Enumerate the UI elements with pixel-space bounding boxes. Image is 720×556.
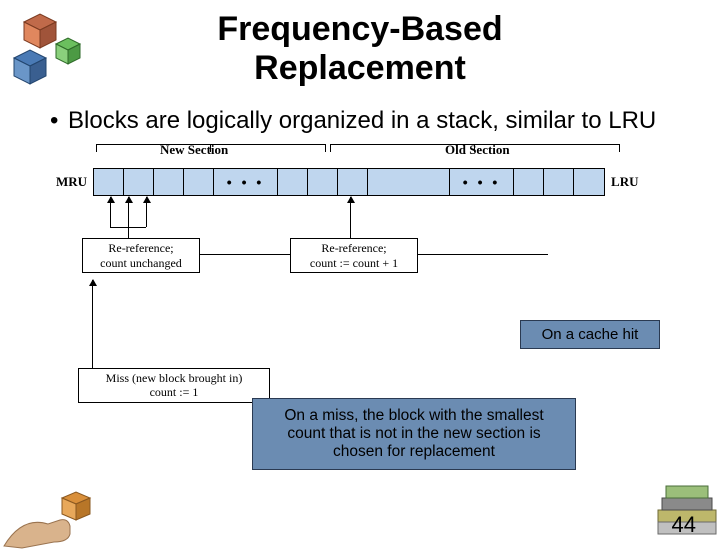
- stack-cell: [368, 169, 450, 195]
- re-ref-unchanged-l1: Re-reference;: [108, 241, 173, 255]
- re-ref-inc-box: Re-reference; count := count + 1: [290, 238, 418, 273]
- stack-cell: [574, 169, 604, 195]
- stack-diagram: New Section Old Section MRU • • • • • • …: [20, 144, 700, 279]
- miss-box: Miss (new block brought in) count := 1: [78, 368, 270, 403]
- stack-cell: [94, 169, 124, 195]
- callout-cache-hit-text: On a cache hit: [542, 326, 639, 343]
- page-title: Frequency-Based Replacement: [0, 10, 720, 88]
- re-ref-unchanged-box: Re-reference; count unchanged: [82, 238, 200, 273]
- stack-cell: [308, 169, 338, 195]
- corner-art-top-left: [0, 4, 92, 94]
- re-ref-unchanged-l2: count unchanged: [100, 256, 182, 270]
- bullet-dot: •: [50, 106, 68, 136]
- arrow-icon: [92, 280, 93, 368]
- arrow-icon: [350, 197, 351, 239]
- stack-cell: [278, 169, 308, 195]
- connector-line: [418, 254, 548, 255]
- stack-ellipsis: • • •: [450, 169, 514, 195]
- title-line-2: Replacement: [254, 49, 466, 87]
- cache-stack: • • • • • •: [93, 168, 605, 196]
- arrow-icon: [128, 197, 129, 227]
- corner-art-bottom-right: [640, 466, 720, 556]
- arrow-icon: [110, 197, 111, 227]
- corner-art-bottom-left: [0, 476, 108, 556]
- stack-cell: [154, 169, 184, 195]
- connector-line: [200, 254, 290, 255]
- cubes-icon: [0, 4, 92, 94]
- mru-label: MRU: [50, 174, 93, 190]
- stack-cell: [124, 169, 154, 195]
- stack-cell: [514, 169, 544, 195]
- lru-label: LRU: [605, 174, 644, 190]
- re-ref-inc-l1: Re-reference;: [321, 241, 386, 255]
- miss-l2: count := 1: [150, 385, 199, 399]
- stack-cell: [338, 169, 368, 195]
- new-section-label: New Section: [160, 142, 228, 158]
- callout-cache-hit: On a cache hit: [520, 320, 660, 349]
- hand-cube-icon: [0, 476, 108, 556]
- old-section-label: Old Section: [445, 142, 510, 158]
- bullet-text: Blocks are logically organized in a stac…: [68, 107, 656, 134]
- stack-cell: [184, 169, 214, 195]
- re-ref-inc-l2: count := count + 1: [310, 256, 398, 270]
- bullet-list: •Blocks are logically organized in a sta…: [50, 106, 688, 136]
- callout-miss: On a miss, the block with the smallest c…: [252, 398, 576, 470]
- stack-row: MRU • • • • • • LRU: [20, 168, 700, 196]
- arrow-icon: [146, 197, 147, 227]
- book-stack-icon: [640, 466, 720, 556]
- title-line-1: Frequency-Based: [217, 10, 502, 48]
- miss-l1: Miss (new block brought in): [106, 371, 243, 385]
- page-number: 44: [672, 512, 696, 538]
- stack-ellipsis: • • •: [214, 169, 278, 195]
- callout-miss-text: On a miss, the block with the smallest c…: [284, 407, 543, 460]
- stack-cell: [544, 169, 574, 195]
